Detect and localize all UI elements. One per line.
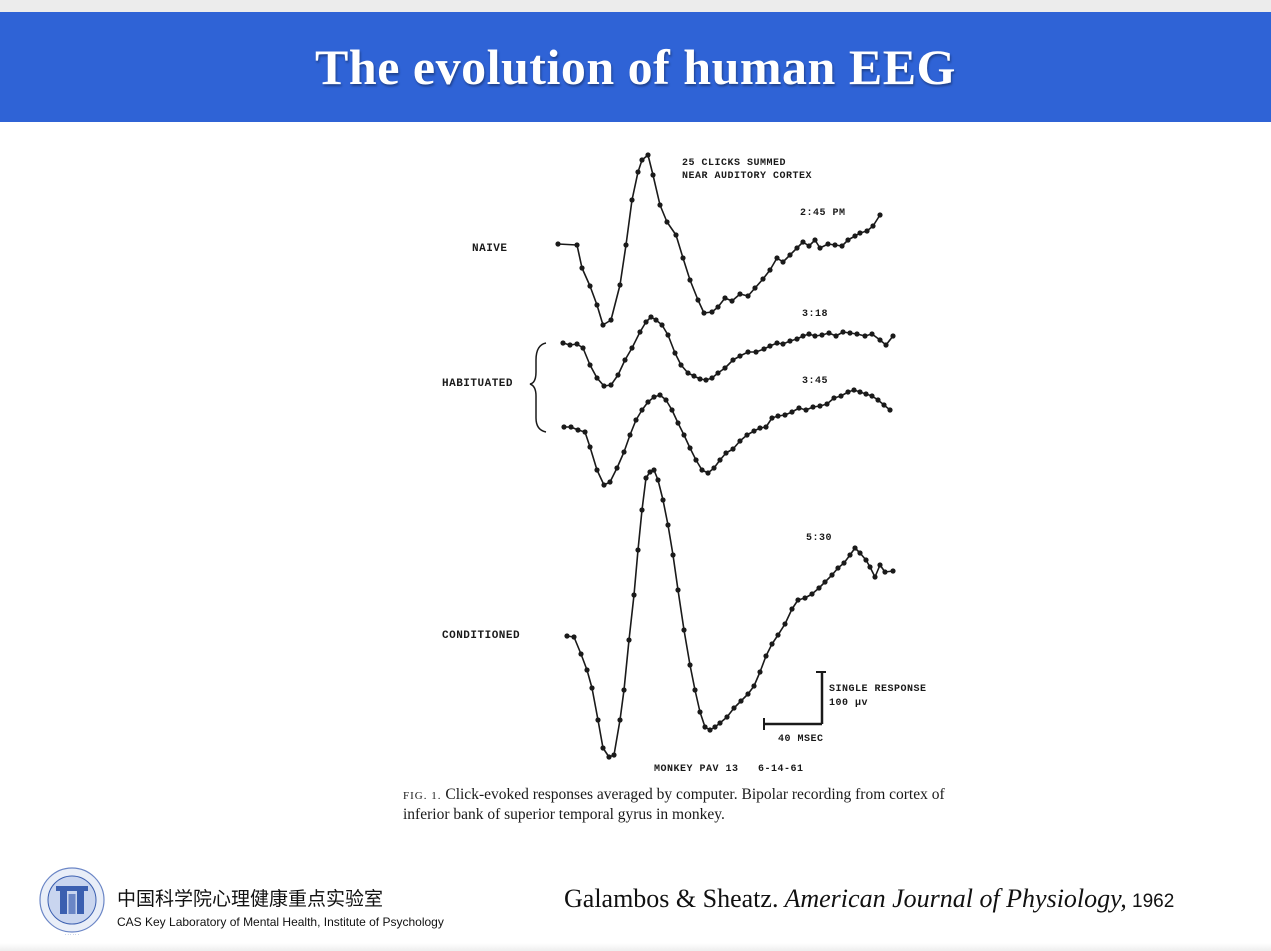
citation-authors: Galambos & Sheatz. <box>564 884 779 913</box>
scale-label-time: 40 MSEC <box>778 734 824 745</box>
slide-header: The evolution of human EEG <box>0 12 1271 122</box>
time-conditioned: 5:30 <box>806 533 833 544</box>
figure-caption: FIG. 1. Click-evoked responses averaged … <box>403 786 983 823</box>
caption-text: Click-evoked responses averaged by compu… <box>403 786 945 823</box>
trace-conditioned <box>564 467 896 760</box>
trace-naive <box>555 152 883 328</box>
citation-journal: American Journal of Physiology, <box>778 884 1127 913</box>
lab-name-cn: 中国科学院心理健康重点实验室 <box>117 888 384 910</box>
top-strip <box>0 0 1271 12</box>
trace-habituated-2 <box>561 387 893 488</box>
citation-year: 1962 <box>1126 891 1175 912</box>
lab-logo-icon: · · · · · · <box>39 867 105 937</box>
time-naive: 2:45 PM <box>800 208 846 219</box>
time-habituated-1: 3:18 <box>802 309 829 320</box>
scale-label-response: SINGLE RESPONSE <box>829 684 927 695</box>
label-habituated: HABITUATED <box>442 378 514 390</box>
lab-name-en: CAS Key Laboratory of Mental Health, Ins… <box>117 915 444 929</box>
figure-footer: MONKEY PAV 13 6-14-61 <box>654 764 804 775</box>
svg-text:· · · · · ·: · · · · · · <box>65 932 79 937</box>
citation: Galambos & Sheatz. American Journal of P… <box>564 884 1174 914</box>
scale-bar <box>763 671 826 730</box>
slide-title: The evolution of human EEG <box>315 39 956 95</box>
scale-label-voltage: 100 μv <box>829 698 869 709</box>
label-conditioned: CONDITIONED <box>442 630 521 642</box>
figure-header-line2: NEAR AUDITORY CORTEX <box>682 171 813 182</box>
bottom-strip <box>0 943 1271 951</box>
trace-habituated-1 <box>560 314 896 389</box>
time-habituated-2: 3:45 <box>802 376 829 387</box>
figure-header-line1: 25 CLICKS SUMMED <box>682 158 787 169</box>
habituated-brace-icon <box>529 342 547 433</box>
caption-fig-label: FIG. 1. <box>403 790 442 802</box>
label-naive: NAIVE <box>472 243 508 255</box>
